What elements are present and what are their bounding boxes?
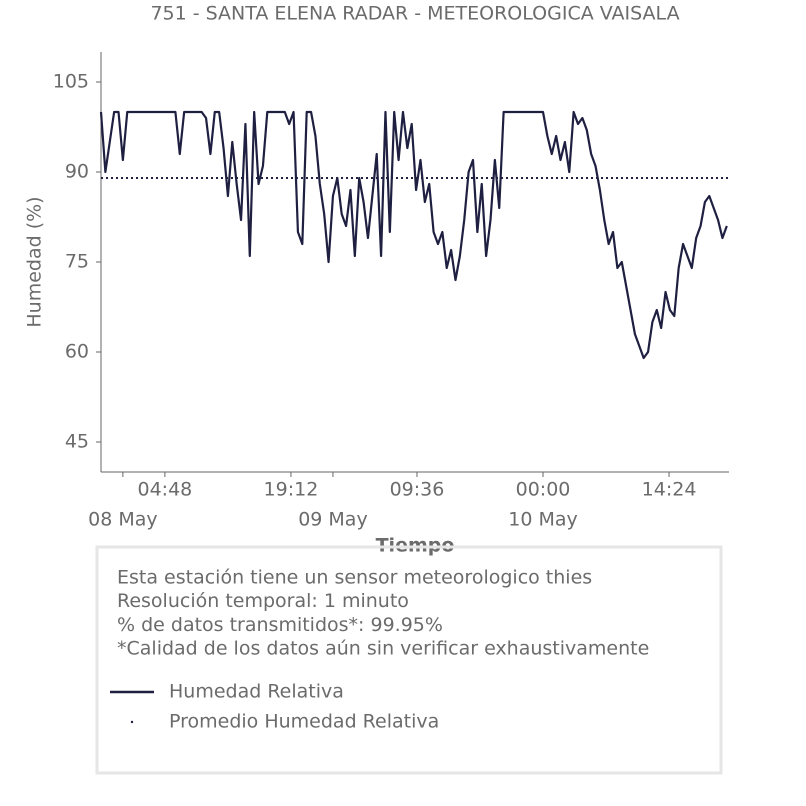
chart-title: 751 - SANTA ELENA RADAR - METEOROLOGICA … [150,3,679,25]
legend-label: Humedad Relativa [169,681,344,703]
note: Esta estación tiene un sensor meteorolog… [117,567,592,589]
x-tick-label: 00:00 [516,479,571,501]
y-tick-label: 105 [53,71,89,93]
info-box [95,545,723,775]
x-day-label: 08 May [88,509,158,531]
x-day-label: 10 May [508,509,578,531]
x-tick-label: 09:36 [390,479,445,501]
legend-swatch [130,720,134,724]
note: Resolución temporal: 1 minuto [117,590,409,612]
y-tick-label: 90 [65,161,89,183]
y-tick-label: 45 [65,431,89,453]
legend-label: Promedio Humedad Relativa [169,711,439,733]
y-axis-label: Humedad (%) [24,196,46,327]
y-tick-label: 75 [65,251,89,273]
humidity-line [99,110,728,360]
note: *Calidad de los datos aún sin verificar … [117,638,649,660]
x-tick-label: 14:24 [642,479,697,501]
x-tick-label: 04:48 [138,479,193,501]
note: % de datos transmitidos*: 99.95% [117,614,443,636]
x-tick-label: 19:12 [264,479,319,501]
x-day-label: 09 May [298,509,368,531]
y-tick-label: 60 [65,341,89,363]
